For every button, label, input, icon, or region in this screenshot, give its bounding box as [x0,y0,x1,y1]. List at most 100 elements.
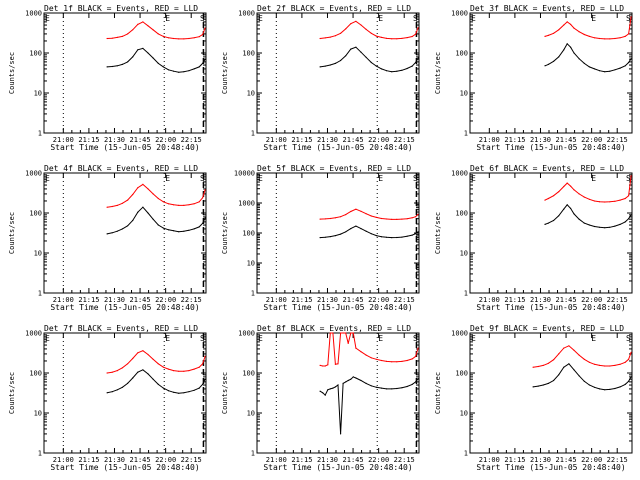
flag-label: S [626,14,631,23]
series-events [532,363,632,391]
data-point [355,225,357,227]
panel-title: Det 6f BLACK = Events, RED = LLD [470,164,624,173]
x-axis-label: Start Time (15-Jun-05 20:48:40) [476,143,625,152]
data-point [183,230,185,232]
data-point [173,70,175,72]
data-point [127,363,129,365]
y-axis-label: Counts/sec [8,212,16,254]
data-point [628,33,630,35]
data-point [547,382,550,384]
data-point [162,201,164,203]
data-point [417,378,419,380]
data-point [340,59,342,62]
plot-frame [256,332,420,454]
data-point [563,208,565,210]
data-point [347,342,349,344]
data-point [173,391,175,393]
series-line [533,345,632,368]
panel-title: Det 5f BLACK = Events, RED = LLD [257,164,411,173]
data-point [324,365,326,367]
data-point [121,386,123,388]
data-point [544,223,546,225]
data-point [121,63,123,65]
plot-frame [256,172,420,294]
data-point [547,63,550,65]
data-point [370,233,372,235]
data-point [183,204,185,206]
data-point [563,49,565,51]
data-point [411,65,413,67]
data-point [152,358,154,360]
data-point [628,195,630,197]
data-point [604,71,606,73]
flag-label: E [45,174,50,183]
series-line [544,42,632,73]
data-point [137,371,139,373]
data-point [127,199,129,201]
y-tick-label: 1000 [451,10,468,18]
data-point [121,367,123,369]
y-tick-label: 100 [455,210,468,218]
data-point [132,219,134,222]
data-point [116,65,118,67]
data-point [345,231,347,233]
data-point [188,70,190,72]
y-tick-label: 100 [29,50,42,58]
data-point [593,200,596,202]
data-point [609,388,611,390]
data-point [167,203,170,205]
y-tick-label: 100 [242,230,255,238]
data-point [183,38,185,40]
data-point [391,237,393,239]
data-point [391,38,393,40]
x-tick-label: 21:15 [78,136,99,144]
y-axis-label: Counts/sec [434,212,442,254]
data-point [355,347,357,349]
x-tick-label: 21:00 [53,136,74,144]
x-tick-label: 21:30 [530,296,551,304]
data-point [386,37,388,40]
data-point [375,216,377,218]
data-point [127,382,129,384]
data-point [537,365,539,368]
x-tick-label: 21:00 [479,296,500,304]
series-line [320,225,419,239]
data-point [116,389,118,391]
data-point [558,56,560,58]
series-line [544,16,632,40]
y-tick-label: 100 [455,370,468,378]
flag-label: S [626,334,631,343]
data-point [193,203,195,205]
panel-title: Det 4f BLACK = Events, RED = LLD [44,164,198,173]
data-point [360,228,362,230]
data-point [167,368,170,370]
flag-label: E [471,174,476,183]
data-point [162,366,164,368]
flag-label: S [200,174,205,183]
data-point [157,62,159,64]
data-point [370,357,372,359]
data-point [558,191,560,193]
x-axis-label: Start Time (15-Jun-05 20:48:40) [50,303,199,312]
series-events [544,42,632,73]
data-point [563,366,565,368]
data-point [578,193,580,195]
data-point [202,33,204,36]
data-point [106,66,108,68]
flag-label: E [378,334,383,343]
data-point [204,378,206,380]
data-point [162,66,164,68]
x-tick-label: 21:45 [130,296,151,304]
x-axis-label: Start Time (15-Jun-05 20:48:40) [263,143,412,152]
data-point [188,229,190,231]
data-point [327,364,329,366]
data-point [563,185,565,188]
series-line [319,332,419,367]
y-axis-label: Counts/sec [221,52,229,94]
series-lld [319,332,419,367]
data-point [342,382,344,384]
data-point [188,391,190,393]
data-point [106,392,108,394]
x-tick-label: 22:15 [394,296,415,304]
